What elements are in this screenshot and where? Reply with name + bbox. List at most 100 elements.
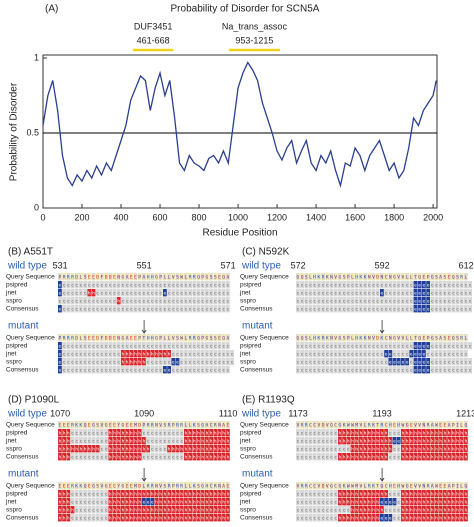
cell-letter: R xyxy=(176,423,179,429)
cell-letter: c xyxy=(222,308,225,313)
cell xyxy=(133,453,138,461)
cell-letter: c xyxy=(347,308,350,313)
cell-letter: c xyxy=(105,517,108,522)
cell xyxy=(459,453,464,461)
cell xyxy=(300,490,304,498)
cell xyxy=(146,305,150,313)
cell-letter: h xyxy=(360,439,363,445)
cell xyxy=(422,297,426,305)
cell-letter: c xyxy=(84,353,87,358)
cell xyxy=(464,289,468,297)
cell xyxy=(384,498,388,506)
cell-letter: c xyxy=(389,493,392,498)
cell xyxy=(392,514,397,522)
cell-letter: h xyxy=(360,508,363,514)
cell-letter: c xyxy=(301,300,304,305)
cell xyxy=(196,273,201,281)
cell xyxy=(221,350,226,358)
cell-letter: c xyxy=(155,448,158,453)
cell-letter: h xyxy=(210,447,213,453)
cell-letter: V xyxy=(372,336,375,342)
cell-letter: c xyxy=(381,300,384,305)
cell-letter: c xyxy=(360,345,363,350)
cell xyxy=(375,437,380,445)
cell-letter: c xyxy=(92,345,95,350)
cell xyxy=(438,273,443,281)
cell-letter: Q xyxy=(84,423,87,429)
cell-letter: c xyxy=(147,300,150,305)
cell xyxy=(451,366,456,374)
cell-letter: G xyxy=(201,484,204,490)
cell xyxy=(137,366,142,374)
cell-letter: c xyxy=(334,361,337,366)
cell xyxy=(108,289,113,297)
cell xyxy=(413,437,418,445)
cell-letter: h xyxy=(143,508,146,514)
cell xyxy=(209,429,213,437)
cell xyxy=(426,289,430,297)
cell-letter: P xyxy=(172,484,175,490)
cell xyxy=(346,366,351,374)
cell xyxy=(192,482,197,490)
cell xyxy=(100,445,104,453)
position-label: 531 xyxy=(53,260,68,270)
cell-letter: c xyxy=(189,284,192,289)
cell-letter: c xyxy=(176,456,179,461)
cell xyxy=(188,482,192,490)
cell-letter: c xyxy=(364,361,367,366)
cell xyxy=(83,358,87,366)
cell-letter: c xyxy=(326,432,329,437)
cell xyxy=(226,429,230,437)
cell-letter: c xyxy=(67,361,70,366)
cell xyxy=(179,506,184,514)
cell-letter: c xyxy=(393,345,396,350)
cell xyxy=(175,297,180,305)
mutation-arrowhead xyxy=(141,477,147,482)
cell xyxy=(459,498,464,506)
cell xyxy=(129,273,134,281)
cell-letter: c xyxy=(155,345,158,350)
cell-letter: h xyxy=(402,516,405,522)
cell-letter: R xyxy=(67,275,70,281)
cell-letter: c xyxy=(313,292,316,297)
cell xyxy=(329,366,334,374)
cell xyxy=(447,342,451,350)
cell-letter: c xyxy=(130,345,133,350)
cell-letter: V xyxy=(297,484,300,490)
cell xyxy=(384,453,388,461)
cell-letter: c xyxy=(351,292,354,297)
cell xyxy=(464,305,468,313)
cell xyxy=(329,445,334,453)
cell xyxy=(150,305,155,313)
cell-letter: c xyxy=(101,493,104,498)
cell xyxy=(380,437,384,445)
cell-letter: h xyxy=(134,516,137,522)
cell-letter: h xyxy=(410,516,413,522)
cell xyxy=(338,429,342,437)
cell-letter: h xyxy=(410,492,413,498)
cell xyxy=(142,421,146,429)
cell-letter: D xyxy=(96,275,99,281)
row-label: Consensus xyxy=(6,306,39,313)
cell xyxy=(329,273,334,281)
cell-letter: c xyxy=(326,361,329,366)
cell xyxy=(325,514,330,522)
cell-letter: c xyxy=(101,432,104,437)
cell-letter: c xyxy=(318,448,321,453)
row-label: psipred xyxy=(6,343,28,350)
cell xyxy=(430,429,435,437)
cell xyxy=(121,289,125,297)
cell xyxy=(396,482,401,490)
cell xyxy=(384,350,388,358)
cell xyxy=(375,429,380,437)
cell xyxy=(116,342,121,350)
cell-letter: h xyxy=(376,447,379,453)
cell xyxy=(70,482,75,490)
cell xyxy=(329,281,334,289)
cell xyxy=(188,421,192,429)
cell-letter: c xyxy=(80,361,83,366)
cell-letter: c xyxy=(389,509,392,514)
cell-letter: c xyxy=(185,361,188,366)
cell xyxy=(417,482,422,490)
cell xyxy=(447,289,451,297)
